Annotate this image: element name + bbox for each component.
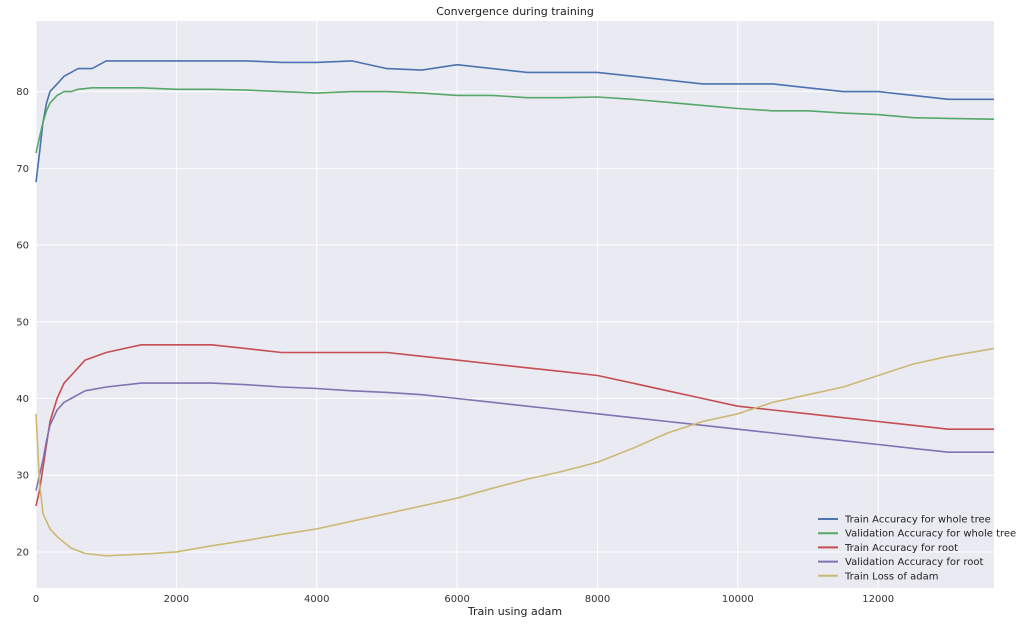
chart-title: Convergence during training <box>436 5 594 18</box>
series-group <box>35 60 995 557</box>
x-tick-label: 12000 <box>862 594 894 605</box>
series-line-3 <box>35 382 994 491</box>
y-tick-label: 80 <box>16 87 29 98</box>
y-tick-label: 50 <box>16 317 29 328</box>
y-tick-label: 20 <box>16 547 29 558</box>
x-axis-label: Train using adam <box>467 605 562 618</box>
y-tick-label: 60 <box>16 241 29 252</box>
x-tick-label: 4000 <box>304 594 329 605</box>
y-ticks: 20 30 40 50 60 70 80 <box>16 87 29 558</box>
plot-background <box>36 21 994 588</box>
series-line-1 <box>35 87 995 154</box>
y-tick-label: 30 <box>16 471 29 482</box>
legend-entry: Validation Accuracy for whole tree <box>845 529 1016 540</box>
legend: Train Accuracy for whole tree Validation … <box>818 515 1016 582</box>
legend-entry: Validation Accuracy for root <box>845 557 983 568</box>
x-ticks: 0 2000 4000 6000 8000 10000 12000 <box>33 594 894 605</box>
y-tick-label: 40 <box>16 394 29 405</box>
grid <box>35 21 994 588</box>
series-line-0 <box>35 60 994 183</box>
legend-entry: Train Accuracy for root <box>844 543 958 554</box>
series-line-2 <box>35 344 994 507</box>
x-tick-label: 0 <box>33 594 39 605</box>
x-tick-label: 8000 <box>585 594 610 605</box>
legend-entry: Train Accuracy for whole tree <box>844 515 991 526</box>
x-tick-label: 6000 <box>444 594 469 605</box>
series-line-4 <box>35 347 995 557</box>
legend-entry: Train Loss of adam <box>844 571 938 582</box>
y-tick-label: 70 <box>16 164 29 175</box>
x-tick-label: 10000 <box>722 594 754 605</box>
x-tick-label: 2000 <box>164 594 189 605</box>
